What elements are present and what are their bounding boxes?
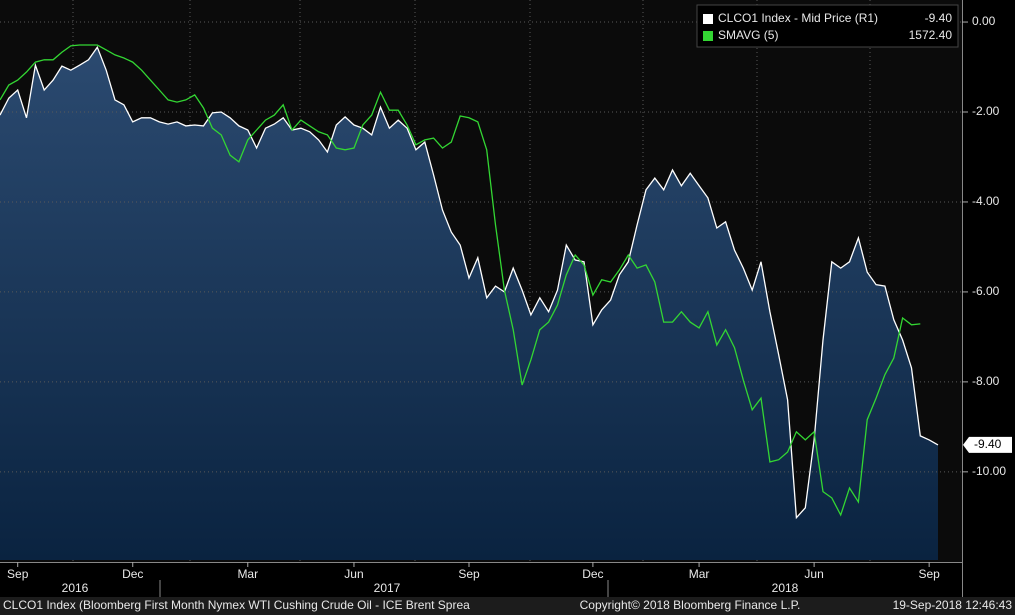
y-tick-label: 0.00	[972, 14, 996, 28]
legend: CLCO1 Index - Mid Price (R1) -9.40 SMAVG (…	[696, 4, 959, 48]
x-tick-label: Sep	[7, 567, 29, 581]
legend-swatch	[703, 31, 713, 41]
footer-copyright: Copyright© 2018 Bloomberg Finance L.P.	[580, 598, 801, 612]
line	[0, 45, 939, 520]
year-label: 2018	[772, 581, 799, 595]
x-tick-label: Jun	[344, 567, 363, 581]
x-tick-label: Sep	[918, 567, 940, 581]
last-value-tag	[963, 436, 1012, 453]
year-label: 2016	[62, 581, 89, 595]
x-tick-label: Dec	[122, 567, 143, 581]
y-tick-label: -4.00	[972, 194, 1000, 208]
x-tick-label: Sep	[458, 567, 480, 581]
legend-swatch	[703, 14, 713, 24]
line	[0, 44, 921, 517]
legend-box	[696, 4, 959, 48]
footer-bar	[0, 597, 1015, 615]
last-value-label: -9.40	[974, 437, 1002, 451]
x-tick-label: Mar	[689, 567, 710, 581]
legend-value: -9.40	[925, 11, 953, 25]
legend-label: SMAVG (5)	[718, 28, 778, 42]
y-tick-label: -6.00	[972, 284, 1000, 298]
y-tick-label: -8.00	[972, 374, 1000, 388]
x-tick-label: Mar	[237, 567, 258, 581]
area	[0, 47, 938, 560]
y-tick-label: -2.00	[972, 104, 1000, 118]
year-label: 2017	[374, 581, 401, 595]
y-tick-label: -10.00	[972, 464, 1006, 478]
x-tick-label: Dec	[582, 567, 603, 581]
footer-source: CLCO1 Index (Bloomberg First Month Nymex…	[3, 598, 470, 612]
legend-label: CLCO1 Index - Mid Price (R1)	[718, 11, 878, 25]
x-tick-label: Jun	[804, 567, 823, 581]
legend-value: 1572.40	[909, 28, 953, 42]
footer-timestamp: 19-Sep-2018 12:46:43	[893, 598, 1013, 612]
